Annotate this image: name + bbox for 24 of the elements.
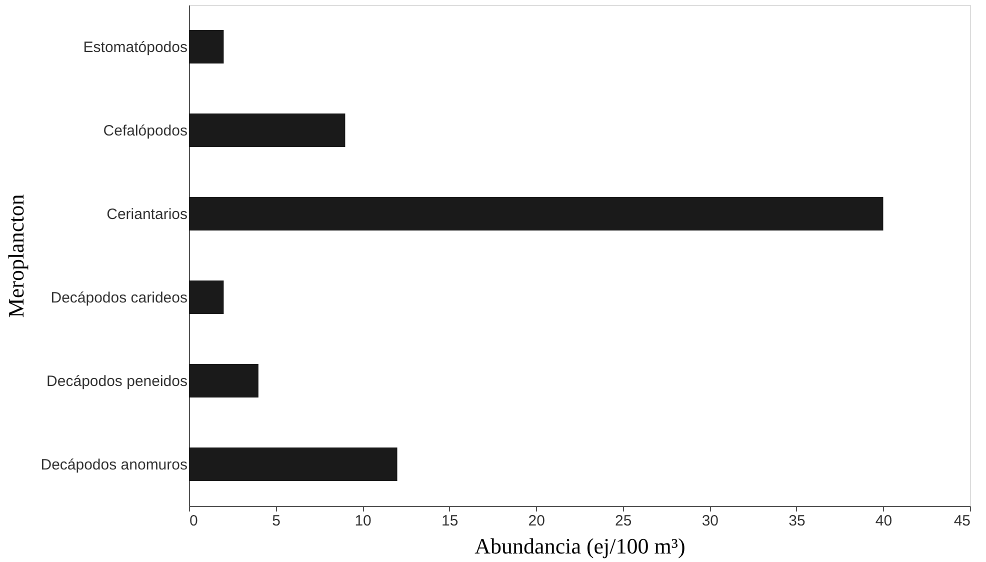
- x-tick-label: 40: [875, 512, 892, 530]
- y-tick-label: Decápodos carideos: [50, 289, 188, 306]
- y-tick-label: Estomatópodos: [83, 38, 188, 56]
- x-tick-label: 35: [788, 512, 806, 530]
- bar: [189, 448, 398, 481]
- x-tick-label: 20: [528, 512, 545, 530]
- y-tick-label: Decápodos anomuros: [40, 456, 188, 474]
- y-tick-label: Ceriantarios: [106, 206, 188, 223]
- x-tick-label: 30: [702, 512, 719, 530]
- bar: [189, 30, 224, 64]
- x-tick-label: 10: [354, 512, 372, 530]
- x-tick-label: 25: [615, 512, 632, 530]
- y-tick-label: Decápodos peneidos: [46, 372, 188, 390]
- x-tick-label: 15: [441, 512, 458, 530]
- bar: [189, 364, 258, 398]
- x-tick-label: 5: [272, 512, 280, 530]
- bar: [189, 114, 346, 147]
- y-tick-label: Cefalópodos: [103, 122, 188, 140]
- y-axis-title: Meroplancton: [4, 194, 29, 318]
- x-axis-title: Abundancia (ej/100 m³): [474, 534, 686, 558]
- x-tick-label: 0: [190, 512, 198, 530]
- bar: [189, 280, 224, 314]
- bar: [189, 197, 884, 230]
- x-tick-label: 45: [954, 512, 970, 530]
